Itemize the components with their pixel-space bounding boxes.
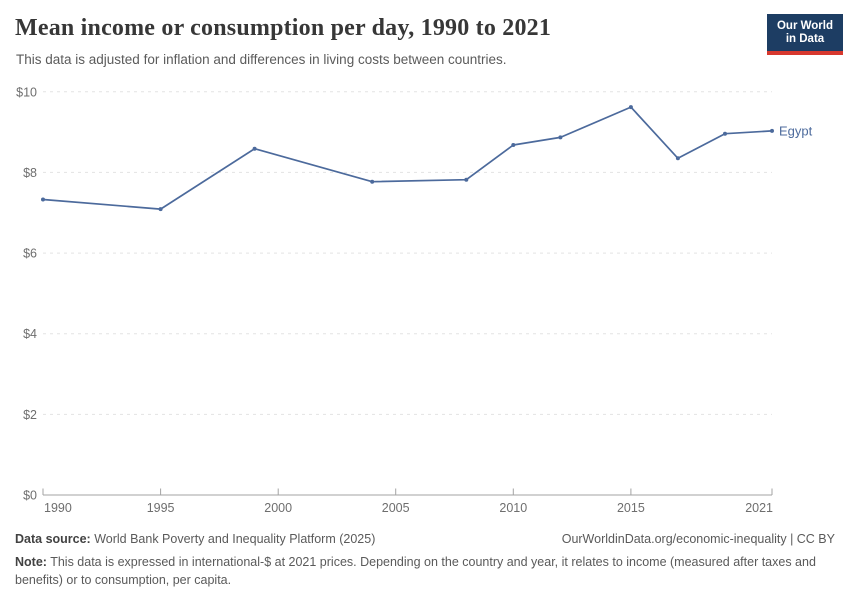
x-tick-label: 2021 (745, 501, 773, 515)
data-point-marker[interactable] (370, 179, 375, 184)
y-tick-label: $0 (23, 489, 37, 503)
data-source-label: Data source: (15, 532, 91, 546)
x-tick-label: 1990 (44, 501, 72, 515)
series-line-egypt[interactable] (42, 106, 773, 210)
data-source-text: Data source: World Bank Poverty and Ineq… (15, 531, 375, 549)
line-chart-canvas: $0 $2 $4 $6 $8 $10 1990 1995 2000 2005 2010 2015 202… (16, 85, 813, 515)
data-point-marker[interactable] (675, 156, 680, 161)
page-title: Mean income or consumption per day, 1990… (15, 15, 552, 41)
data-point-marker[interactable] (158, 207, 163, 212)
x-tick-label: 2015 (617, 501, 645, 515)
owid-logo[interactable]: Our World in Data (767, 14, 843, 55)
y-tick-label: $2 (23, 408, 37, 422)
logo-line2: in Data (785, 33, 825, 45)
x-tick-label: 2000 (264, 501, 292, 515)
data-point-marker[interactable] (558, 135, 563, 140)
data-source-value: World Bank Poverty and Inequality Platfo… (90, 532, 376, 546)
x-tick-label: 2010 (499, 501, 527, 515)
data-point-marker[interactable] (252, 146, 257, 151)
data-point-marker[interactable] (770, 128, 774, 133)
chart-footer: Data source: World Bank Poverty and Ineq… (15, 531, 835, 589)
series-label-egypt[interactable]: Egypt (779, 123, 813, 138)
owid-license-link[interactable]: OurWorldinData.org/economic-inequality |… (561, 532, 835, 546)
x-tick-label: 1995 (147, 501, 175, 515)
y-tick-label: $6 (23, 247, 37, 261)
x-tick-label: 2005 (382, 501, 410, 515)
data-point-marker[interactable] (723, 131, 727, 136)
data-point-marker[interactable] (464, 177, 469, 182)
chart-subtitle: This data is adjusted for inflation and … (16, 52, 507, 67)
chart-note: Note: This data is expressed in internat… (15, 554, 835, 590)
y-tick-label: $10 (16, 85, 37, 99)
data-point-marker[interactable] (511, 143, 516, 147)
note-label: Note: (15, 554, 47, 569)
note-value: This data is expressed in international-… (15, 554, 816, 587)
data-point-marker[interactable] (628, 105, 633, 110)
y-tick-label: $4 (23, 327, 37, 341)
data-point-marker[interactable] (41, 197, 45, 202)
y-tick-label: $8 (23, 166, 37, 180)
logo-line1: Our World (776, 20, 833, 32)
